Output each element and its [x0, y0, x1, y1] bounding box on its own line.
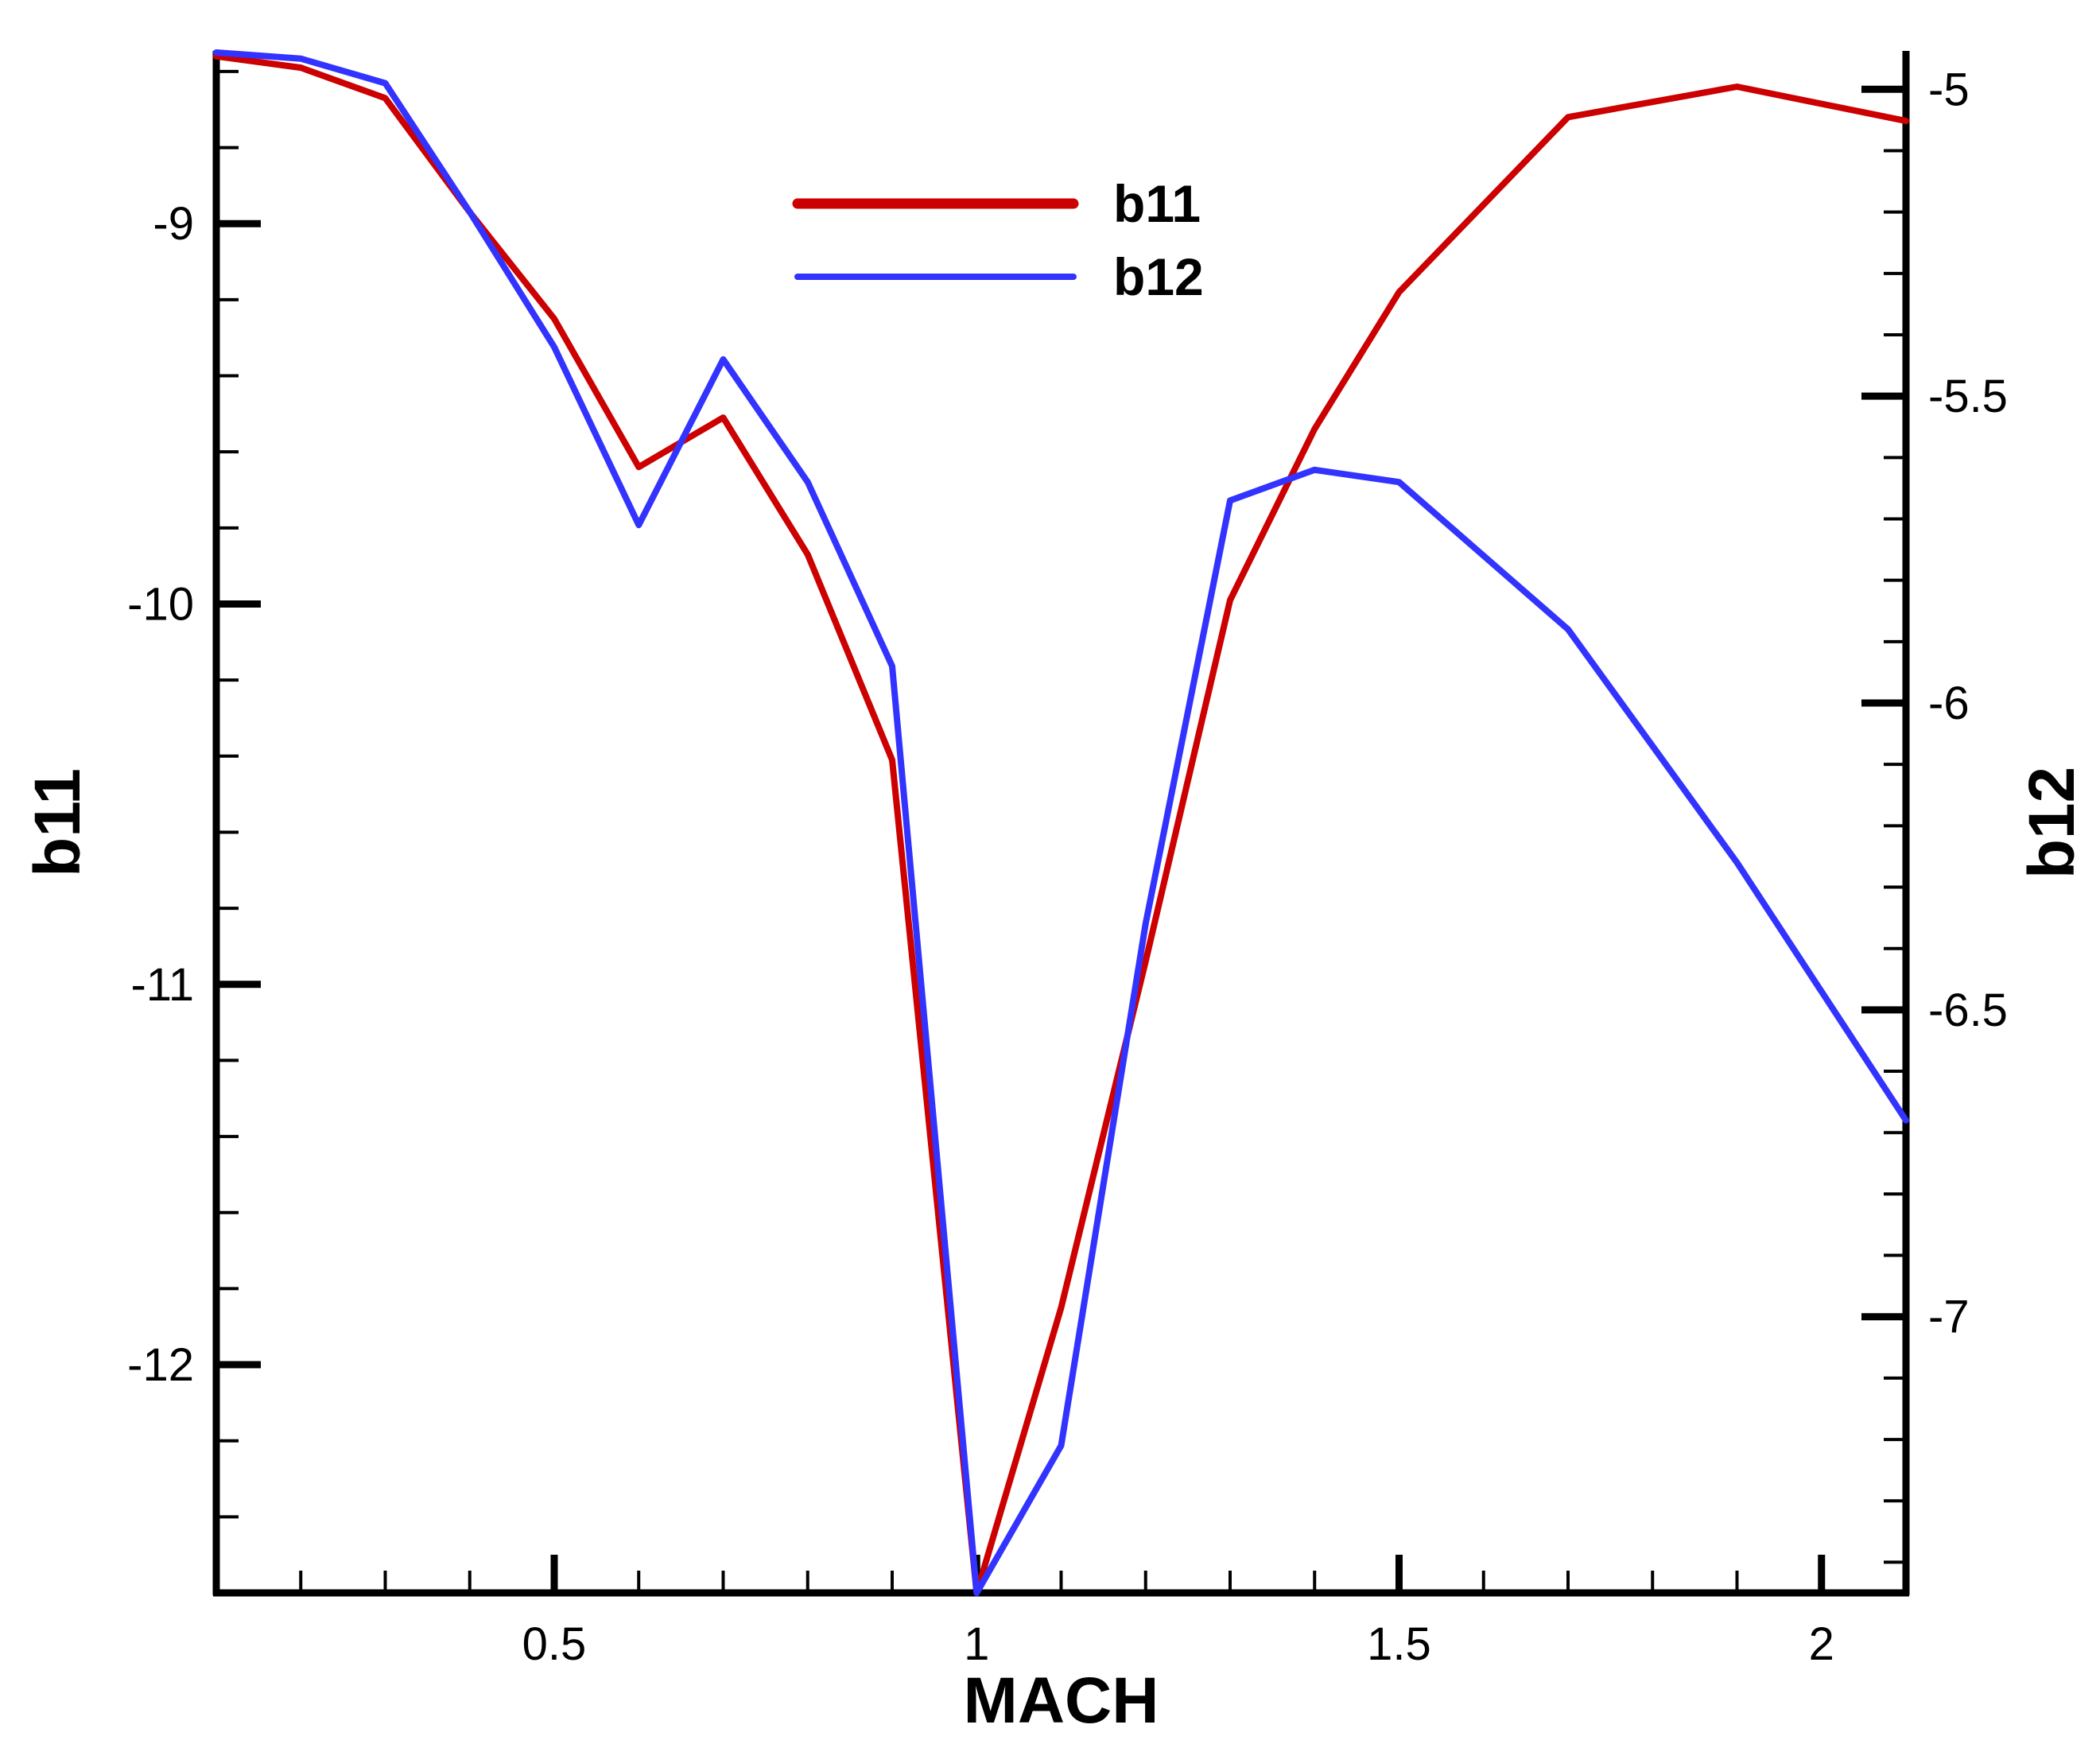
y-right-tick-label: -6.5: [1928, 985, 2008, 1036]
x-axis-title: MACH: [964, 1664, 1159, 1737]
series-line-b11: [213, 52, 1909, 1596]
x-tick-label: 1.5: [1367, 1618, 1431, 1670]
series-line-b12: [213, 49, 1909, 1596]
x-tick-label: 1: [964, 1618, 989, 1670]
y-left-tick-label: -11: [130, 959, 194, 1011]
legend-label-b11: b11: [1113, 174, 1201, 233]
y-left-tick-label: -10: [127, 578, 194, 630]
y-left-tick-label: -12: [127, 1339, 194, 1391]
y-left-tick-label: -9: [153, 198, 194, 250]
y-right-tick-label: -7: [1928, 1291, 1970, 1343]
y-right-tick-label: -5: [1928, 64, 1970, 115]
x-tick-label: 0.5: [522, 1618, 587, 1670]
legend-label-b12: b12: [1113, 247, 1204, 306]
y-left-axis-title: b11: [21, 768, 94, 877]
x-tick-label: 2: [1809, 1618, 1834, 1670]
y-right-axis-title: b12: [2016, 767, 2088, 879]
y-right-tick-label: -5.5: [1928, 371, 2008, 422]
y-right-tick-label: -6: [1928, 678, 1970, 729]
